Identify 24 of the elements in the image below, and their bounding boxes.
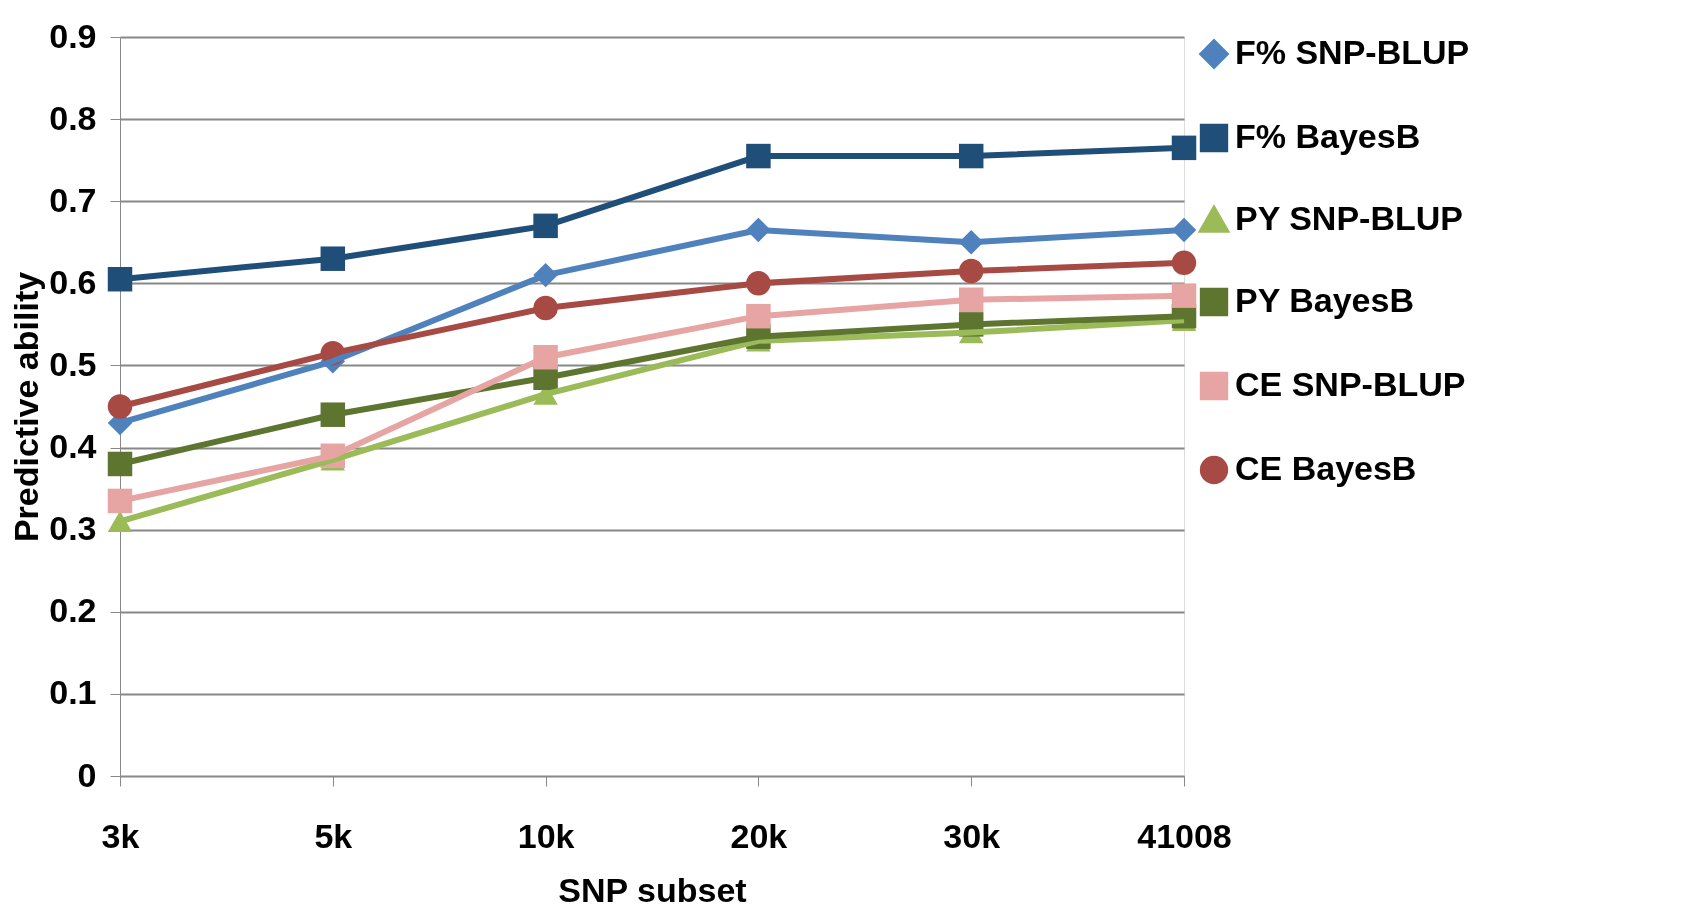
y-tick-label: 0.9	[49, 16, 97, 55]
x-tick-label: 41008	[1137, 816, 1232, 855]
y-tick-label: 0.7	[49, 180, 97, 219]
x-axis-title: SNP subset	[558, 870, 747, 909]
x-tick-label: 3k	[101, 816, 140, 855]
x-tick-label: 5k	[314, 816, 353, 855]
legend-label: F% BayesB	[1235, 117, 1421, 155]
legend-label: CE BayesB	[1235, 449, 1417, 487]
x-tick-label: 10k	[517, 816, 575, 855]
y-tick-label: 0.8	[49, 98, 97, 137]
y-tick-label: 0.3	[49, 509, 97, 548]
x-tick-label: 30k	[943, 816, 1001, 855]
x-tick-label: 20k	[730, 816, 788, 855]
legend-label: CE SNP-BLUP	[1235, 365, 1466, 403]
y-tick-label: 0.1	[49, 673, 97, 712]
y-axis-title: Predictive ability	[7, 271, 46, 543]
legend-label: PY BayesB	[1235, 281, 1414, 319]
legend-label: F% SNP-BLUP	[1235, 33, 1470, 71]
y-tick-label: 0.2	[49, 591, 97, 630]
y-tick-label: 0.4	[49, 427, 97, 466]
legend-label: PY SNP-BLUP	[1235, 199, 1463, 237]
y-tick-label: 0.6	[49, 262, 97, 301]
y-tick-label: 0	[77, 755, 97, 794]
y-tick-label: 0.5	[49, 344, 97, 383]
